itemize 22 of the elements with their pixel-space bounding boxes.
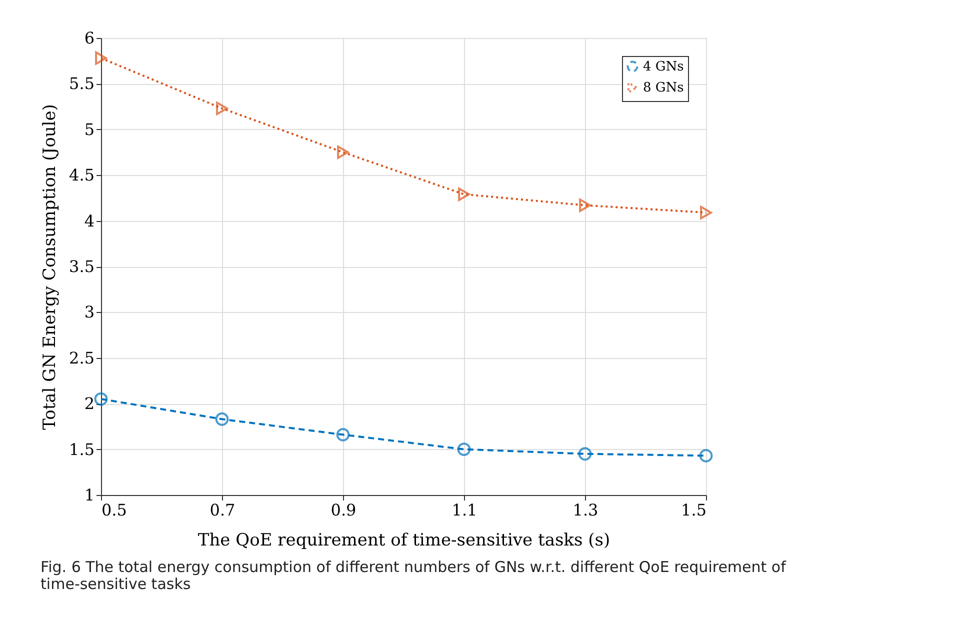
y-tick-label: 2 (84, 394, 94, 414)
legend-label: 8 GNs (643, 80, 684, 96)
caption: Fig. 6 The total energy consumption of different numbers of GNs w.r.t. different QoE requirement of time-sensitive tasks (40, 558, 787, 593)
legend-label: 4 GNs (643, 60, 684, 74)
y-tick-label: 3 (84, 302, 94, 322)
x-axis-title: The QoE requirement of time-sensitive tasks (s) (198, 530, 610, 550)
y-tick-label: 2.5 (69, 348, 94, 368)
y-tick-label: 5 (84, 120, 94, 139)
x-tick-label: 1.1 (452, 500, 478, 520)
y-tick-label: 1.5 (69, 440, 94, 459)
x-tick-label: 0.7 (210, 500, 236, 520)
x-tick-label: 1.3 (572, 500, 598, 520)
y-tick-label: 5.5 (69, 74, 94, 94)
y-tick-label: 4.5 (69, 166, 94, 185)
x-tick-label: 0.5 (102, 500, 127, 520)
y-tick-label: 6 (84, 28, 94, 48)
y-tick-label: 3.5 (69, 257, 94, 276)
y-axis-title: Total GN Energy Consumption (Joule) (40, 104, 60, 430)
y-tick-label: 4 (84, 211, 94, 230)
y-tick-label: 1 (84, 486, 94, 504)
x-tick-label: 1.5 (681, 500, 706, 520)
x-tick-label: 0.9 (330, 500, 356, 520)
